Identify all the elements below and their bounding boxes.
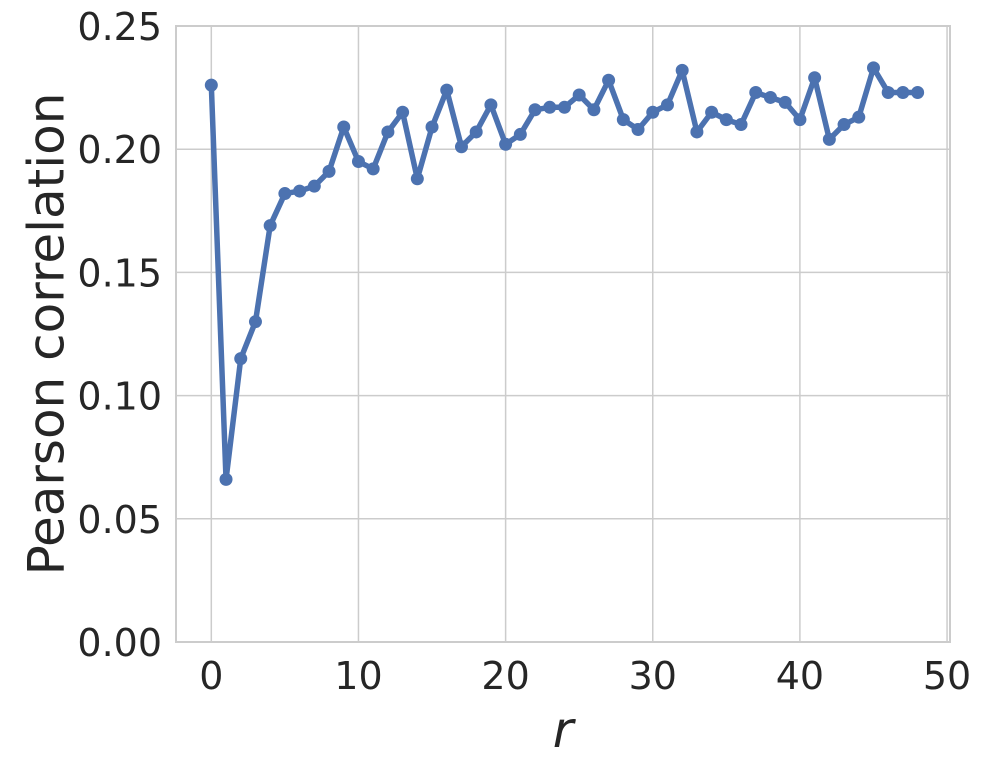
data-point: [351, 155, 365, 169]
data-point: [866, 61, 880, 75]
data-point: [425, 120, 439, 134]
data-point: [911, 86, 925, 100]
data-point: [337, 120, 351, 134]
y-tick-labels: 0.00 0.05 0.10 0.15 0.20 0.25: [77, 5, 162, 665]
data-point: [543, 100, 557, 114]
data-point: [410, 172, 424, 186]
data-point: [822, 132, 836, 146]
series-group: [204, 61, 925, 486]
x-axis-label: r: [553, 701, 577, 759]
data-point: [852, 110, 866, 124]
data-point: [690, 125, 704, 139]
x-tick-label: 40: [776, 654, 824, 698]
data-point: [616, 113, 630, 127]
data-point: [219, 472, 233, 486]
data-point: [513, 127, 527, 141]
data-point: [440, 83, 454, 97]
data-point: [808, 71, 822, 85]
data-point: [881, 86, 895, 100]
data-point: [484, 98, 498, 112]
data-point: [263, 219, 277, 233]
data-point: [557, 100, 571, 114]
y-tick-label: 0.25: [77, 5, 162, 49]
series-line: [208, 65, 918, 483]
data-point: [454, 140, 468, 154]
y-tick-label: 0.10: [77, 375, 162, 419]
grid: [176, 25, 950, 643]
y-axis-label: Pearson correlation: [18, 93, 76, 576]
data-point: [778, 95, 792, 109]
x-tick-label: 50: [923, 654, 971, 698]
data-point: [248, 315, 262, 329]
data-point: [646, 105, 660, 119]
data-point: [499, 137, 513, 151]
plot-frame: [175, 25, 951, 643]
x-tick-label: 10: [334, 654, 382, 698]
data-point: [793, 113, 807, 127]
data-point: [587, 103, 601, 117]
data-point: [896, 86, 910, 100]
data-point: [396, 105, 410, 119]
data-point: [366, 162, 380, 176]
data-point: [631, 122, 645, 136]
x-tick-label: 20: [481, 654, 529, 698]
data-point: [307, 179, 321, 193]
data-point: [675, 63, 689, 77]
data-point: [234, 352, 248, 366]
data-point: [278, 187, 292, 201]
y-tick-label: 0.00: [77, 621, 162, 665]
data-point: [293, 184, 307, 198]
data-point: [528, 103, 542, 117]
data-point: [204, 78, 218, 92]
x-tick-labels: 0 10 20 30 40 50: [199, 654, 971, 698]
data-point: [322, 164, 336, 178]
data-point: [705, 105, 719, 119]
data-point: [660, 98, 674, 112]
data-point: [719, 113, 733, 127]
data-point: [572, 88, 586, 102]
data-point: [749, 86, 763, 100]
y-tick-label: 0.15: [77, 251, 162, 295]
data-point: [734, 118, 748, 132]
data-point: [602, 73, 616, 87]
data-point: [837, 118, 851, 132]
data-point: [469, 125, 483, 139]
x-tick-label: 30: [629, 654, 677, 698]
y-tick-label: 0.05: [77, 498, 162, 542]
x-tick-label: 0: [199, 654, 223, 698]
data-point: [763, 90, 777, 104]
data-point: [381, 125, 395, 139]
y-tick-label: 0.20: [77, 128, 162, 172]
